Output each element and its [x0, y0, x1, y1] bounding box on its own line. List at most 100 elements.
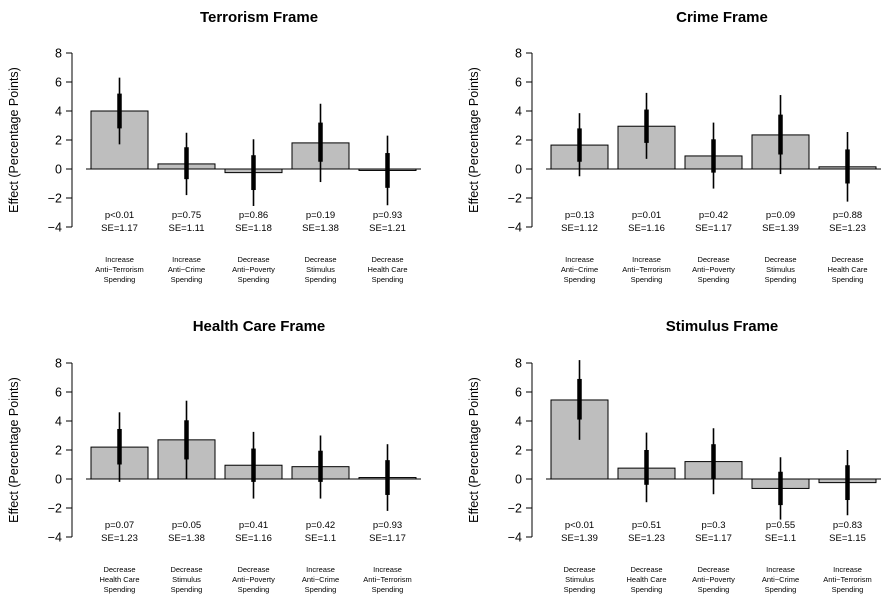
category-label: Spending [765, 585, 797, 594]
p-value-label: p=0.09 [766, 210, 795, 221]
y-tick-label: 8 [55, 357, 62, 371]
panel-title: Crime Frame [676, 9, 768, 26]
y-tick-label: 8 [515, 357, 522, 371]
category-label: Increase [632, 255, 661, 264]
se-label: SE=1.16 [235, 533, 272, 544]
se-label: SE=1.17 [695, 533, 732, 544]
p-value-label: p=0.93 [373, 210, 402, 221]
p-value-label: p=0.88 [833, 210, 862, 221]
se-label: SE=1.38 [302, 223, 339, 234]
category-label: Increase [306, 565, 335, 574]
category-label: Stimulus [565, 575, 594, 584]
p-value-label: p=0.05 [172, 520, 201, 531]
category-label: Health Care [99, 575, 139, 584]
category-label: Spending [564, 585, 596, 594]
category-label: Anti−Terrorism [363, 575, 412, 584]
category-label: Spending [631, 275, 663, 284]
category-label: Decrease [630, 565, 662, 574]
category-label: Stimulus [766, 265, 795, 274]
se-label: SE=1.17 [695, 223, 732, 234]
p-value-label: p=0.41 [239, 520, 268, 531]
y-axis-label: Effect (Percentage Points) [467, 377, 481, 523]
category-label: Decrease [697, 255, 729, 264]
category-label: Anti−Crime [561, 265, 598, 274]
category-label: Spending [698, 275, 730, 284]
panel-title: Health Care Frame [193, 318, 326, 335]
se-label: SE=1.17 [101, 223, 138, 234]
y-tick-label: 4 [55, 415, 62, 429]
p-value-label: p=0.86 [239, 210, 268, 221]
p-value-label: p=0.07 [105, 520, 134, 531]
category-label: Increase [565, 255, 594, 264]
category-label: Increase [833, 565, 862, 574]
y-tick-label: 2 [55, 134, 62, 148]
se-label: SE=1.23 [628, 533, 665, 544]
category-label: Decrease [371, 255, 403, 264]
category-label: Decrease [697, 565, 729, 574]
category-label: Anti−Crime [762, 575, 799, 584]
p-value-label: p=0.55 [766, 520, 795, 531]
y-tick-label: −2 [48, 502, 62, 516]
y-tick-label: −2 [508, 502, 522, 516]
category-label: Health Care [626, 575, 666, 584]
y-tick-label: −2 [48, 192, 62, 206]
se-label: SE=1.38 [168, 533, 205, 544]
category-label: Stimulus [306, 265, 335, 274]
y-tick-label: 4 [515, 105, 522, 119]
p-value-label: p=0.75 [172, 210, 201, 221]
panel-title: Stimulus Frame [666, 318, 779, 335]
y-tick-label: −4 [48, 221, 62, 235]
category-label: Anti−Crime [302, 575, 339, 584]
p-value-label: p=0.93 [373, 520, 402, 531]
category-label: Health Care [827, 265, 867, 274]
se-label: SE=1.17 [369, 533, 406, 544]
category-label: Anti−Poverty [232, 265, 275, 274]
y-axis-label: Effect (Percentage Points) [7, 67, 21, 213]
chart-panel-4: Stimulus Frame −4 −2 0 2 4 6 8 Effect (Percentag… [467, 318, 881, 594]
y-tick-label: 2 [515, 444, 522, 458]
y-tick-label: 2 [515, 134, 522, 148]
y-tick-label: −4 [508, 221, 522, 235]
category-label: Decrease [764, 255, 796, 264]
category-label: Spending [631, 585, 663, 594]
category-label: Anti−Terrorism [823, 575, 872, 584]
y-tick-label: −2 [508, 192, 522, 206]
se-label: SE=1.18 [235, 223, 272, 234]
y-tick-label: 8 [55, 47, 62, 61]
chart-panel-2: Crime Frame −4 −2 0 2 4 6 8 Effect (Percentage P… [467, 9, 881, 284]
se-label: SE=1.23 [101, 533, 138, 544]
p-value-label: p=0.19 [306, 210, 335, 221]
category-label: Decrease [103, 565, 135, 574]
category-label: Anti−Crime [168, 265, 205, 274]
y-tick-label: 6 [55, 386, 62, 400]
se-label: SE=1.39 [561, 533, 598, 544]
y-tick-label: 0 [55, 473, 62, 487]
category-label: Spending [104, 585, 136, 594]
category-label: Decrease [831, 255, 863, 264]
category-label: Spending [171, 275, 203, 284]
p-value-label: p<0.01 [565, 520, 594, 531]
y-tick-label: −4 [508, 531, 522, 545]
category-label: Anti−Poverty [692, 575, 735, 584]
category-label: Spending [765, 275, 797, 284]
y-axis-label: Effect (Percentage Points) [467, 67, 481, 213]
se-label: SE=1.11 [168, 223, 204, 234]
chart-panel-1: Terrorism Frame −4 −2 0 2 4 6 8 Effect (Percenta… [7, 9, 421, 284]
category-label: Spending [305, 275, 337, 284]
category-label: Decrease [237, 565, 269, 574]
chart-panel-3: Health Care Frame −4 −2 0 2 4 6 8 Effect (Percen… [7, 318, 421, 594]
category-label: Increase [105, 255, 134, 264]
se-label: SE=1.1 [765, 533, 796, 544]
category-label: Spending [372, 585, 404, 594]
p-value-label: p=0.3 [701, 520, 725, 531]
category-label: Increase [373, 565, 402, 574]
category-label: Anti−Terrorism [95, 265, 144, 274]
category-label: Spending [104, 275, 136, 284]
p-value-label: p=0.42 [306, 520, 335, 531]
se-label: SE=1.15 [829, 533, 866, 544]
se-label: SE=1.21 [369, 223, 406, 234]
se-label: SE=1.1 [305, 533, 336, 544]
category-label: Health Care [367, 265, 407, 274]
category-label: Spending [564, 275, 596, 284]
y-tick-label: 0 [515, 163, 522, 177]
